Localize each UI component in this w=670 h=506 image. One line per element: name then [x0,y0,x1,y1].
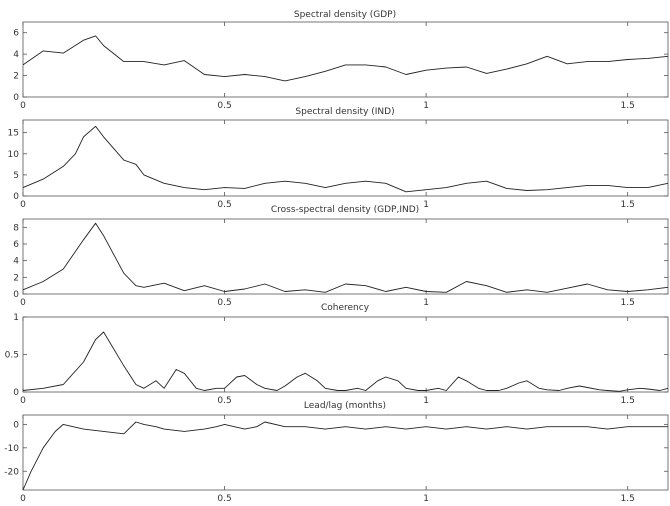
panel-title: Spectral density (IND) [295,107,394,117]
panel-title: Spectral density (GDP) [294,10,396,20]
x-tick-label: 1.5 [621,494,635,504]
axes-frame [22,414,669,491]
x-tick-label: 1.5 [621,101,635,111]
panel-title: Cross-spectral density (GDP,IND) [271,205,419,215]
series-line [22,125,669,193]
y-tick-label: 2 [13,273,19,283]
y-tick-label: 0 [13,420,19,430]
x-tick-label: 0.5 [217,396,231,406]
y-tick-label: 1 [13,313,19,323]
series-line [22,222,669,293]
series-line [22,35,669,82]
x-tick-label: 1.5 [621,200,635,210]
x-tick-label: 0 [20,494,26,504]
x-tick-label: 0.5 [217,494,231,504]
axes-frame [22,21,669,98]
series-line [22,421,668,491]
x-tick-label: 0.5 [217,200,231,210]
panel-title: Coherency [321,303,370,313]
y-tick-label: 0 [13,290,19,300]
y-tick-label: 8 [13,223,19,233]
x-tick-label: 1 [423,494,429,504]
axes-frame [22,119,669,197]
x-tick-label: 1 [423,101,429,111]
lead-lag-panel: Lead/lag (months) -20 -10 0 0 0.5 1 1.5 [4,401,669,504]
y-tick-label: 2 [13,72,19,82]
y-tick-label: 0 [13,192,19,202]
x-tick-label: 0 [20,298,26,308]
x-tick-label: 0.5 [217,101,231,111]
x-tick-label: 1 [423,200,429,210]
y-tick-label: 10 [8,150,20,160]
x-tick-label: 0 [20,200,26,210]
panel-title: Lead/lag (months) [304,401,386,411]
y-tick-label: 0 [13,388,19,398]
y-tick-label: 6 [13,240,19,250]
y-tick-label: 5 [13,171,19,181]
x-tick-label: 0 [20,396,26,406]
axes-frame [22,218,669,295]
x-tick-label: 0.5 [217,298,231,308]
coherency-panel: Coherency 0 0.5 1 0 0.5 1 1.5 [5,303,669,406]
y-tick-label: 4 [13,50,19,60]
spectral-density-ind-panel: Spectral density (IND) 0 5 10 15 0 0.5 1 1.5 [8,107,669,210]
y-tick-label: 4 [13,257,19,267]
x-tick-label: 1 [423,298,429,308]
y-tick-label: 0.5 [5,351,19,361]
series-line [22,331,669,392]
y-tick-label: 6 [13,29,19,39]
y-tick-label: -10 [4,444,19,454]
y-tick-label: 15 [8,129,19,139]
y-tick-label: -20 [4,467,19,477]
spectral-density-gdp-panel: Spectral density (GDP) 0 2 4 6 0 0.5 1 1.5 [13,10,669,111]
x-tick-label: 1.5 [621,396,635,406]
x-tick-label: 1.5 [621,298,635,308]
y-tick-label: 0 [13,93,19,103]
x-tick-label: 1 [423,396,429,406]
cross-spectral-density-panel: Cross-spectral density (GDP,IND) 0 2 4 6 8 0 0… [13,205,669,308]
axes-frame [22,316,669,393]
x-tick-label: 0 [20,101,26,111]
